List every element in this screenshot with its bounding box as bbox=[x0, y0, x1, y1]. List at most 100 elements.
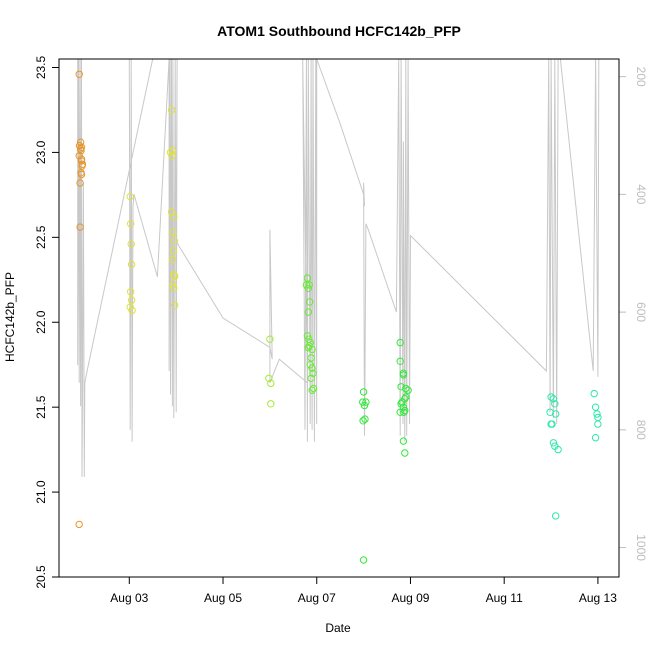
data-point bbox=[554, 445, 562, 454]
data-point bbox=[167, 106, 176, 114]
data-point bbox=[76, 179, 84, 187]
x-tick-label: Aug 07 bbox=[298, 591, 336, 605]
data-point bbox=[171, 272, 179, 281]
data-point bbox=[594, 420, 602, 428]
y-tick-label: 23.0 bbox=[34, 140, 48, 164]
altitude-trace-layer bbox=[77, 58, 600, 477]
data-point bbox=[396, 338, 404, 347]
x-tick-label: Aug 05 bbox=[204, 591, 242, 605]
data-point bbox=[76, 138, 85, 146]
data-point bbox=[402, 384, 410, 393]
y-tick-label: 23.5 bbox=[34, 55, 48, 79]
x-axis-label: Date bbox=[325, 621, 351, 635]
data-point bbox=[127, 220, 135, 228]
y2-tick-label: 200 bbox=[634, 67, 648, 87]
y-tick-label: 21.0 bbox=[34, 480, 48, 504]
data-point bbox=[309, 384, 318, 393]
data-point bbox=[308, 364, 316, 372]
data-point bbox=[593, 410, 601, 418]
y2-tick-label: 1000 bbox=[634, 534, 648, 561]
y-tick-label: 22.0 bbox=[34, 310, 48, 334]
data-points-layer bbox=[75, 70, 602, 564]
plot-frame bbox=[58, 58, 620, 578]
data-point bbox=[303, 332, 312, 340]
data-point bbox=[169, 281, 177, 289]
data-point bbox=[126, 192, 134, 201]
data-point bbox=[77, 157, 86, 165]
data-point bbox=[548, 420, 556, 428]
data-point bbox=[359, 417, 367, 425]
data-point bbox=[549, 395, 558, 403]
data-point bbox=[396, 357, 404, 365]
data-point bbox=[399, 371, 408, 379]
y-axis-label: HCFC142b_PFP bbox=[3, 272, 17, 362]
data-point bbox=[307, 354, 315, 362]
data-point bbox=[166, 148, 175, 157]
data-point bbox=[77, 170, 86, 179]
data-point bbox=[308, 386, 316, 394]
data-point bbox=[399, 437, 408, 445]
data-point bbox=[551, 400, 559, 408]
data-point bbox=[127, 260, 136, 269]
data-point bbox=[360, 401, 369, 410]
data-point bbox=[127, 288, 135, 296]
data-point bbox=[75, 141, 84, 150]
data-point bbox=[168, 255, 177, 264]
data-point bbox=[590, 389, 598, 398]
data-point bbox=[77, 147, 85, 155]
data-point bbox=[308, 345, 316, 354]
y2-tick-label: 800 bbox=[634, 420, 648, 440]
data-point bbox=[265, 374, 273, 382]
data-point bbox=[362, 398, 370, 406]
data-point bbox=[309, 369, 317, 377]
data-point bbox=[171, 301, 179, 309]
data-point bbox=[397, 383, 405, 391]
data-point bbox=[303, 274, 312, 282]
data-point bbox=[306, 338, 314, 347]
y2-tick-label: 400 bbox=[634, 184, 648, 204]
data-point bbox=[361, 415, 369, 423]
data-point bbox=[127, 240, 135, 248]
chart-title: ATOM1 Southbound HCFC142b_PFP bbox=[217, 23, 461, 39]
data-point bbox=[267, 400, 275, 408]
data-point bbox=[400, 408, 408, 416]
data-point bbox=[168, 152, 176, 160]
data-point bbox=[127, 296, 136, 304]
x-tick-label: Aug 03 bbox=[110, 591, 148, 605]
data-point bbox=[304, 308, 312, 316]
data-point bbox=[399, 403, 408, 411]
data-point bbox=[552, 512, 560, 520]
data-point bbox=[359, 388, 368, 396]
data-point bbox=[549, 439, 558, 447]
y2-tick-label: 600 bbox=[634, 302, 648, 322]
data-point bbox=[401, 449, 409, 457]
x-tick-label: Aug 11 bbox=[486, 591, 523, 605]
data-point bbox=[76, 223, 84, 231]
data-point bbox=[77, 143, 86, 152]
data-point bbox=[128, 306, 136, 315]
data-point bbox=[404, 386, 412, 394]
data-point bbox=[307, 374, 315, 382]
data-point bbox=[170, 284, 178, 292]
y-tick-label: 20.5 bbox=[34, 565, 48, 589]
x-tick-label: Aug 09 bbox=[391, 591, 429, 605]
data-point bbox=[305, 281, 313, 289]
data-point bbox=[359, 556, 368, 564]
data-point bbox=[78, 162, 86, 170]
data-point bbox=[75, 70, 83, 79]
data-point bbox=[396, 408, 404, 416]
data-point bbox=[169, 247, 178, 255]
data-point bbox=[266, 335, 274, 343]
data-point bbox=[306, 298, 314, 306]
y-tick-label: 21.5 bbox=[34, 395, 48, 419]
y-tick-label: 22.5 bbox=[34, 225, 48, 249]
x-tick-label: Aug 13 bbox=[579, 591, 617, 605]
data-point bbox=[402, 393, 410, 401]
data-point bbox=[169, 228, 177, 236]
data-point bbox=[267, 379, 275, 388]
data-point bbox=[591, 403, 600, 411]
data-point bbox=[75, 520, 83, 529]
data-point bbox=[170, 213, 178, 221]
data-point bbox=[170, 237, 179, 245]
